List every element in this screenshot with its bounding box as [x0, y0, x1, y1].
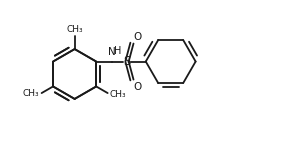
Text: N: N — [108, 47, 116, 57]
Text: H: H — [114, 46, 121, 56]
Text: CH₃: CH₃ — [109, 90, 126, 99]
Text: S: S — [123, 55, 131, 68]
Text: O: O — [133, 32, 142, 42]
Text: O: O — [133, 82, 142, 92]
Text: CH₃: CH₃ — [22, 89, 39, 98]
Text: CH₃: CH₃ — [66, 25, 83, 34]
